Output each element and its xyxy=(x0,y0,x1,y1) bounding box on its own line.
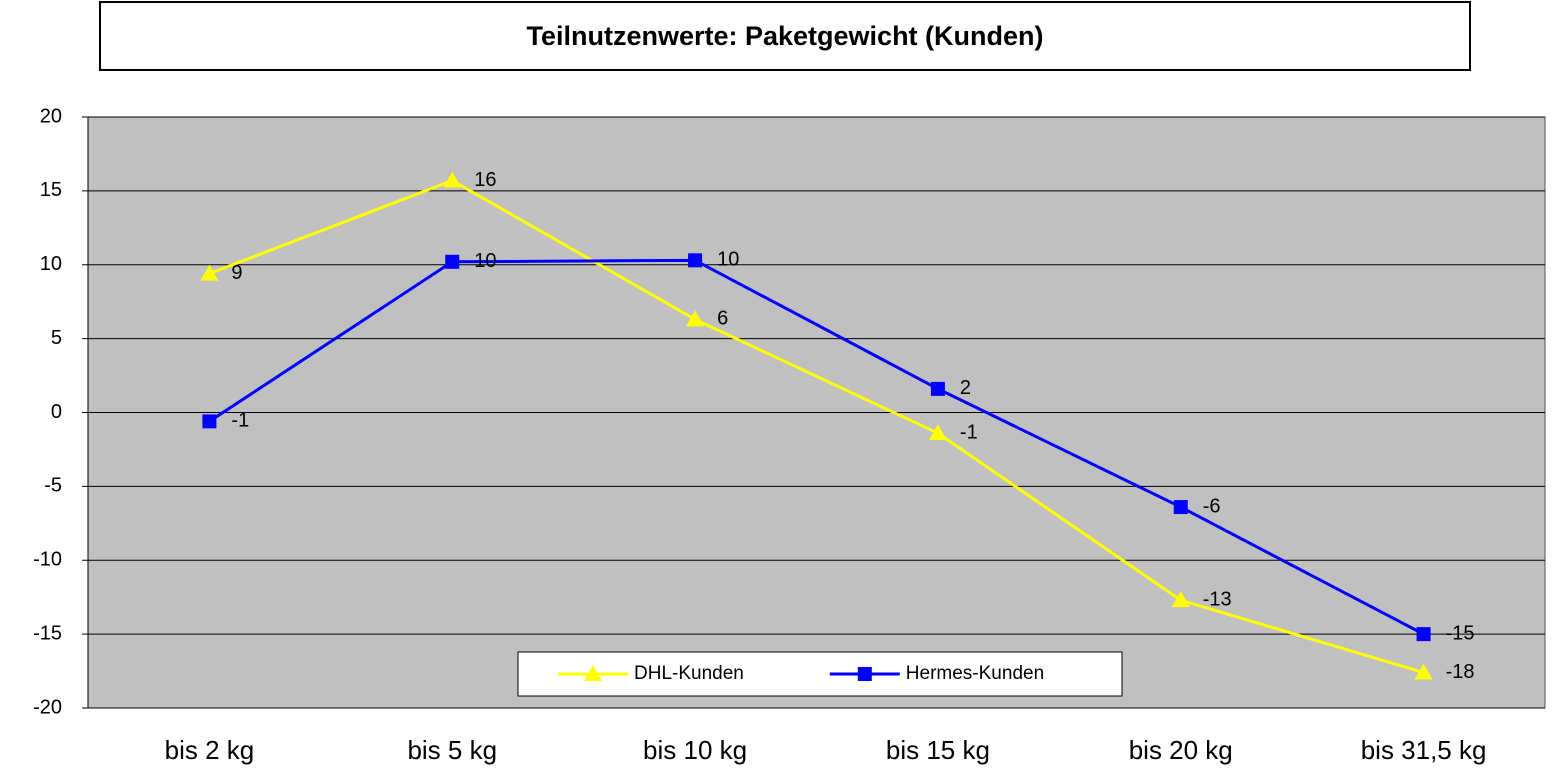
data-label: -18 xyxy=(1446,661,1475,683)
marker xyxy=(200,264,219,281)
y-tick-label: -20 xyxy=(33,696,62,718)
data-label: -13 xyxy=(1203,588,1232,610)
data-label: -15 xyxy=(1446,622,1475,644)
x-tick-label: bis 5 kg xyxy=(407,735,497,765)
y-tick-label: 0 xyxy=(51,401,62,423)
y-tick-label: 5 xyxy=(51,327,62,349)
x-tick-label: bis 31,5 kg xyxy=(1361,735,1487,765)
y-tick-label: -10 xyxy=(33,549,62,571)
y-tick-label: 15 xyxy=(40,179,62,201)
data-label: -1 xyxy=(960,421,978,443)
chart-title: Teilnutzenwerte: Paketgewicht (Kunden) xyxy=(526,21,1043,51)
marker xyxy=(1171,591,1190,608)
data-label: 16 xyxy=(474,169,496,191)
legend: DHL-Kunden Hermes-Kunden xyxy=(517,651,1123,697)
marker xyxy=(688,253,703,268)
data-label: -6 xyxy=(1203,495,1221,517)
data-label: 9 xyxy=(231,262,242,284)
data-label: 10 xyxy=(717,249,739,271)
data-label: 2 xyxy=(960,377,971,399)
marker xyxy=(445,254,460,269)
legend-label: Hermes-Kunden xyxy=(906,663,1044,684)
x-tick-label: bis 10 kg xyxy=(643,735,747,765)
x-tick-label: bis 15 kg xyxy=(886,735,990,765)
marker xyxy=(1173,500,1188,515)
marker xyxy=(930,381,945,396)
marker xyxy=(686,310,705,327)
data-label: -1 xyxy=(231,410,249,432)
marker xyxy=(1416,627,1431,642)
marker xyxy=(1414,663,1433,680)
y-tick-label: 10 xyxy=(40,253,62,275)
y-tick-label: -5 xyxy=(44,475,62,497)
x-tick-label: bis 20 kg xyxy=(1129,735,1233,765)
marker xyxy=(928,424,947,441)
grid xyxy=(88,116,1545,709)
series-line xyxy=(208,178,1425,674)
marker xyxy=(857,667,872,681)
marker xyxy=(443,171,462,188)
y-tick-label: 20 xyxy=(40,105,62,127)
series-line xyxy=(208,258,1425,636)
legend-label: DHL-Kunden xyxy=(634,663,744,684)
marker xyxy=(202,414,217,429)
y-tick-label: -15 xyxy=(33,622,62,644)
series-lines xyxy=(208,178,1425,674)
data-label: 6 xyxy=(717,308,728,330)
title-box xyxy=(99,1,1471,71)
marker xyxy=(584,665,602,681)
data-label: 10 xyxy=(474,250,496,272)
x-tick-label: bis 2 kg xyxy=(165,735,255,765)
